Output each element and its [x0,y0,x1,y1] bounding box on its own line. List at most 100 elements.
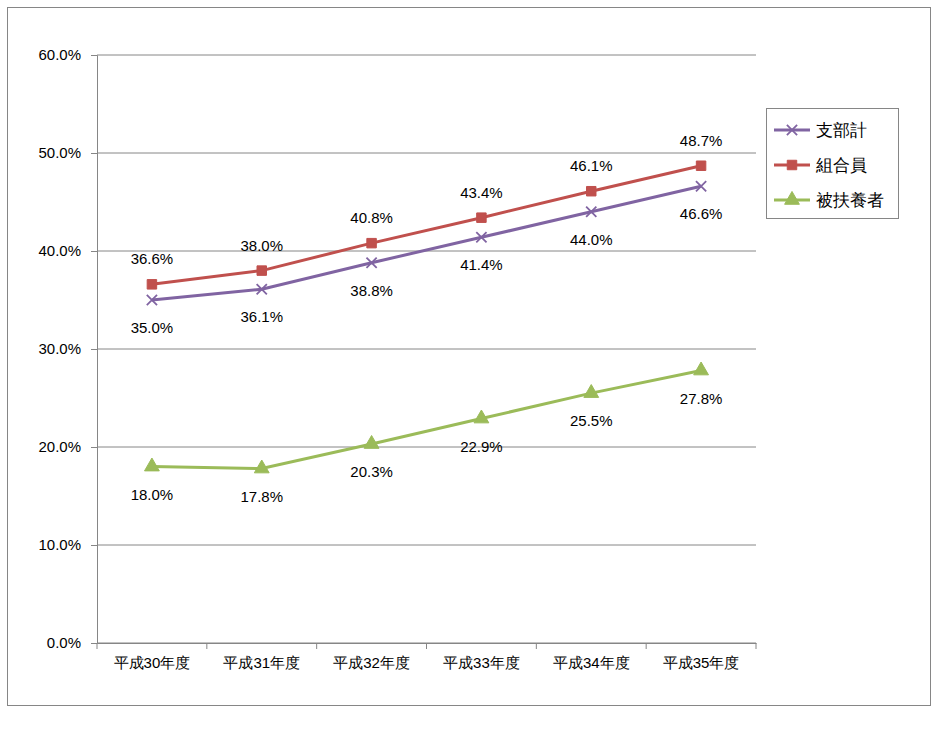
series-marker [476,232,486,242]
data-label: 44.0% [570,231,613,248]
y-axis-line [91,56,98,644]
series-marker [366,258,376,268]
series-marker [147,280,156,289]
category-dividers [97,643,756,649]
y-tick-mark [91,643,97,644]
legend-marker [785,191,800,204]
data-label: 36.1% [240,308,283,325]
data-label: 36.6% [131,250,174,267]
x-tick: 平成33年度 [443,654,520,671]
y-tick: 20.0% [38,438,97,455]
x-axis: 平成30年度 平成31年度 平成32年度 平成33年度 平成34年度 平成35年度 [98,644,757,671]
series-marker [257,284,267,294]
series-marker [694,362,709,375]
chart: 0.0% 10.0% 20.0% 30.0% 40.0% 50.0% 60.0% 平成30年度… [0,0,943,729]
y-tick-mark [91,447,97,448]
y-tick-label: 0.0% [47,634,81,651]
series-line [152,186,701,300]
data-label: 48.7% [680,132,723,149]
x-tick-label: 平成31年度 [223,654,300,671]
data-label: 22.9% [460,438,503,455]
series-marker [367,238,376,247]
category-divider [97,643,98,649]
category-divider [316,643,317,649]
x-tick: 平成34年度 [553,654,630,671]
x-tick: 平成30年度 [114,654,191,671]
x-tick: 平成35年度 [663,654,740,671]
x-tick: 平成31年度 [223,654,300,671]
y-tick: 0.0% [47,634,97,651]
y-tick-label: 60.0% [38,46,81,63]
data-label: 17.8% [240,488,283,505]
x-tick-label: 平成35年度 [663,654,740,671]
series-marker [586,207,596,217]
series-marker [254,460,269,473]
y-tick: 50.0% [38,144,97,161]
data-labels: 35.0% 36.1% 38.8% 41.4% 44.0% 46.6% 36.6% 38.0%… [131,132,723,505]
grid-line [97,545,756,546]
data-label: 25.5% [570,412,613,429]
legend-marker [787,160,796,169]
series-line [152,371,701,469]
series-marker [364,436,379,449]
category-divider [206,643,207,649]
legend-item: 支部計 [774,121,867,140]
legend-label: 組合員 [815,156,867,175]
grid-line [97,349,756,350]
data-label: 46.6% [680,205,723,222]
data-label: 41.4% [460,256,503,273]
grid-line [97,55,756,56]
plot-marks [145,161,709,473]
y-tick-mark [91,153,97,154]
data-label: 27.8% [680,390,723,407]
data-label: 40.8% [350,209,393,226]
category-divider [646,643,647,649]
legend-label: 支部計 [816,121,867,140]
y-tick-label: 10.0% [38,536,81,553]
grid-line [97,153,756,154]
legend-item: 組合員 [774,156,867,175]
series-marker [477,213,486,222]
series-marker [696,181,706,191]
series-marker [587,186,596,195]
y-tick-mark [91,55,97,56]
legend-label: 被扶養者 [816,191,884,210]
data-label: 18.0% [131,486,174,503]
x-tick-label: 平成30年度 [114,654,191,671]
data-label: 43.4% [460,184,503,201]
series-marker [257,266,266,275]
y-tick-mark [91,349,97,350]
series-line [152,166,701,285]
series-marker [696,161,705,170]
x-tick-label: 平成32年度 [333,654,410,671]
grid-line [97,447,756,448]
category-divider [536,643,537,649]
data-label: 38.8% [350,282,393,299]
y-tick-label: 50.0% [38,144,81,161]
legend: 支部計組合員被扶養者 [767,109,899,219]
y-axis: 0.0% 10.0% 20.0% 30.0% 40.0% 50.0% 60.0% [38,46,97,651]
data-label: 35.0% [131,319,174,336]
x-tick-label: 平成33年度 [443,654,520,671]
data-label: 38.0% [240,237,283,254]
x-tick: 平成32年度 [333,654,410,671]
series-marker [474,410,489,423]
data-label: 20.3% [350,463,393,480]
y-tick-label: 20.0% [38,438,81,455]
legend-marker [787,125,797,135]
y-tick: 60.0% [38,46,97,63]
category-divider [426,643,427,649]
x-tick-label: 平成34年度 [553,654,630,671]
chart-frame [8,8,931,706]
y-tick: 10.0% [38,536,97,553]
series-marker [584,385,599,398]
y-tick: 30.0% [38,340,97,357]
y-tick-label: 30.0% [38,340,81,357]
series-marker [147,295,157,305]
y-tick: 40.0% [38,242,97,259]
category-divider [756,643,757,649]
y-tick-mark [91,545,97,546]
y-tick-mark [91,251,97,252]
data-label: 46.1% [570,157,613,174]
legend-frame [767,109,899,219]
